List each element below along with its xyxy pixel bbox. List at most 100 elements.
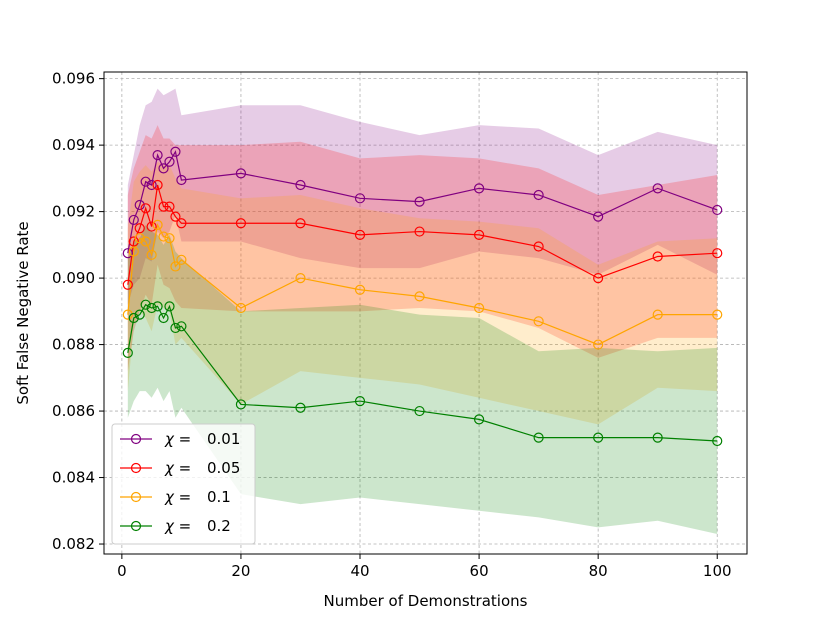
data-point [473,229,485,240]
data-point [176,174,187,186]
x-tick-label: 60 [470,562,489,580]
data-point [122,347,133,358]
legend-label-symbol: χ = [164,430,191,448]
data-point [164,301,175,312]
data-point [533,241,544,252]
data-point [295,179,306,191]
y-tick-label: 0.092 [52,203,95,221]
data-point [128,312,139,324]
data-point [235,168,247,179]
data-point [152,150,163,161]
data-point [235,218,247,229]
data-point [176,254,187,265]
data-point [473,183,485,194]
data-point [146,302,157,314]
legend-marker [130,520,142,532]
x-tick-label: 100 [703,562,732,580]
data-point [295,218,306,229]
data-point [295,402,306,413]
data-point [128,246,139,257]
data-point [354,193,366,204]
data-point [593,272,604,284]
data-point [533,189,544,201]
data-point [170,146,181,157]
data-point [593,211,604,222]
data-point [146,249,157,260]
x-axis-label: Number of Demonstrations [324,592,528,610]
legend: χ = 0.01 χ = 0.05 χ = 0.1 χ = 0.2 [111,423,256,545]
data-point [134,309,145,320]
y-tick-label: 0.084 [52,469,95,487]
data-point [140,236,151,247]
legend-marker [130,491,142,503]
x-axis-ticks: 0 20 40 60 80 100 [117,554,732,580]
confidence-band [127,224,718,535]
data-point [152,219,163,231]
x-tick-label: 0 [117,562,127,580]
data-point [533,432,544,443]
data-point [473,302,485,314]
data-point [414,226,425,237]
y-axis-ticks: 0.082 0.084 0.086 0.088 0.090 0.092 0.094 0.096 [52,70,104,553]
data-point [473,414,485,425]
data-point [593,339,604,350]
x-tick-label: 40 [350,562,369,580]
y-tick-label: 0.090 [52,269,95,287]
series-line [127,184,718,285]
data-point [652,432,663,443]
data-point [134,223,145,234]
data-point [652,309,663,320]
y-tick-label: 0.086 [52,402,95,420]
data-point [158,201,169,212]
data-point [414,405,425,417]
data-point [140,299,151,310]
data-point [170,211,181,222]
data-point [593,432,604,443]
series-line [127,303,718,442]
legend-label-value: 0.2 [207,517,231,535]
data-point [170,261,181,272]
data-point [176,321,187,332]
series-line [127,223,718,346]
data-point [140,176,151,187]
series-line [127,150,718,254]
data-point [712,435,723,447]
legend-marker [130,462,142,474]
data-point [140,203,151,214]
legend-label-symbol: χ = [164,488,191,506]
data-point [146,179,157,191]
data-point [134,233,145,244]
data-point [176,218,187,229]
data-point [128,214,139,226]
plot-frame [103,71,748,555]
confidence-band [127,125,718,372]
data-point [122,248,133,259]
data-point [533,316,544,327]
data-point [235,399,247,410]
data-point [414,291,425,302]
data-point [152,301,163,312]
data-point [158,312,169,324]
legend-label-symbol: χ = [164,459,191,477]
legend-label-symbol: χ = [164,517,191,535]
y-tick-label: 0.096 [52,70,95,88]
data-point [164,233,175,244]
data-point [354,229,366,240]
data-point [128,236,139,247]
data-point [164,201,175,212]
data-point [354,395,366,407]
data-point [158,163,169,174]
data-point [712,248,723,259]
legend-label-value: 0.1 [207,488,231,506]
data-point [146,221,157,232]
data-point [235,302,247,314]
y-tick-label: 0.082 [52,535,95,553]
series-markers [122,146,723,447]
data-point [712,309,723,320]
x-tick-label: 20 [231,562,250,580]
data-point [122,309,133,320]
data-point [354,284,366,295]
legend-box [111,423,256,545]
data-point [152,179,163,191]
